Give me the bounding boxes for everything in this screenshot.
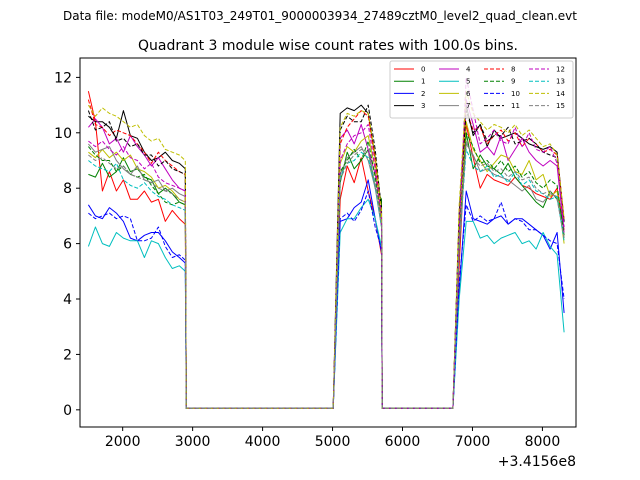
legend-label-12: 12	[556, 66, 565, 74]
y-tick-label: 2	[63, 347, 72, 363]
legend-label-11: 11	[511, 102, 520, 110]
series-line-8	[87, 99, 565, 409]
series-line-6	[88, 121, 565, 409]
legend-label-0: 0	[421, 66, 425, 74]
legend-label-2: 2	[421, 90, 425, 98]
legend-label-5: 5	[466, 78, 470, 86]
legend-label-15: 15	[556, 102, 565, 110]
series-line-4	[88, 99, 565, 409]
legend-label-6: 6	[466, 90, 471, 98]
series-line-3	[88, 104, 565, 409]
legend-label-13: 13	[556, 78, 565, 86]
x-tick-label: 7000	[455, 434, 491, 450]
series-line-10	[88, 190, 565, 409]
series-line-7	[88, 143, 565, 409]
legend-label-14: 14	[556, 90, 565, 98]
y-tick-label: 4	[63, 292, 72, 308]
y-tick-label: 0	[63, 403, 72, 419]
series-line-15	[88, 140, 565, 409]
x-tick-label: 3000	[175, 434, 211, 450]
legend-box	[389, 60, 574, 119]
x-tick-label: 4000	[245, 434, 281, 450]
x-tick-label: 6000	[385, 434, 421, 450]
chart-title: Quadrant 3 module wise count rates with …	[138, 38, 518, 54]
series-layer	[87, 76, 565, 409]
chart-suptitle: Data file: modeM0/AS1T03_249T01_90000039…	[63, 9, 577, 23]
legend-label-3: 3	[421, 102, 425, 110]
x-tick-label: 8000	[525, 434, 561, 450]
y-tick-label: 6	[63, 237, 72, 253]
plot-frame	[79, 57, 577, 428]
series-line-14	[87, 90, 565, 409]
legend-label-10: 10	[511, 90, 520, 98]
legend-label-4: 4	[466, 66, 471, 74]
series-line-13	[88, 148, 565, 409]
legend-label-8: 8	[511, 66, 515, 74]
series-line-1	[88, 132, 565, 409]
y-tick-label: 12	[54, 70, 72, 86]
series-line-5	[87, 198, 565, 409]
x-offset-label: +3.4156e8	[498, 454, 576, 470]
series-line-12	[88, 76, 565, 409]
x-tick-label: 2000	[105, 434, 141, 450]
y-tick-label: 10	[54, 126, 72, 142]
legend-label-7: 7	[466, 102, 470, 110]
legend-label-1: 1	[421, 78, 425, 86]
legend-label-9: 9	[511, 78, 515, 86]
y-tick-label: 8	[63, 181, 72, 197]
x-tick-label: 5000	[315, 434, 351, 450]
